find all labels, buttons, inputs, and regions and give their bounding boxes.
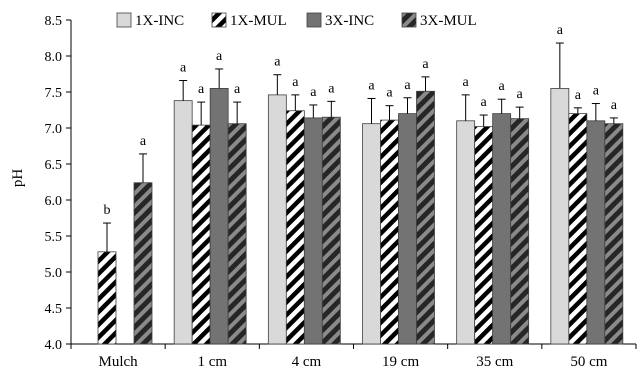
bar (209, 88, 229, 345)
x-tick-label: 50 cm (570, 354, 607, 370)
y-tick-label: 8.5 (45, 14, 63, 29)
bar (321, 116, 341, 345)
bar (267, 94, 287, 345)
bar (133, 182, 153, 345)
legend-swatch (401, 12, 417, 28)
y-tick-label: 7.5 (45, 86, 63, 101)
legend-swatch (211, 12, 227, 28)
significance-label: a (499, 79, 506, 94)
bar (456, 120, 476, 345)
y-tick-label: 6.0 (45, 194, 63, 209)
bar (191, 124, 211, 345)
bar (416, 90, 435, 345)
y-tick-label: 5.0 (45, 266, 63, 281)
legend-label: 3X-INC (325, 13, 374, 29)
legend-swatch (116, 12, 132, 28)
significance-label: a (422, 57, 429, 72)
x-tick-label: 1 cm (197, 354, 227, 370)
y-axis-label: pH (10, 169, 26, 188)
significance-label: a (593, 84, 600, 99)
significance-label: a (292, 75, 299, 90)
y-tick-label: 4.0 (45, 338, 63, 353)
legend-swatch (306, 12, 322, 28)
significance-label: a (216, 49, 223, 64)
significance-label: b (104, 203, 111, 218)
significance-label: a (611, 98, 618, 113)
bar (362, 123, 381, 345)
y-tick-label: 4.5 (45, 302, 63, 317)
y-tick-label: 7.0 (45, 122, 63, 137)
y-tick-label: 5.5 (45, 230, 63, 245)
bar (474, 126, 494, 345)
significance-label: a (575, 88, 582, 103)
y-tick-label: 6.5 (45, 158, 63, 173)
bar (510, 118, 530, 345)
x-tick-label: 4 cm (292, 354, 322, 370)
bar (550, 88, 570, 345)
significance-label: a (274, 55, 281, 70)
significance-label: a (404, 78, 411, 93)
bar (568, 113, 588, 345)
significance-label: a (463, 75, 470, 90)
bar (227, 123, 247, 345)
significance-label: a (234, 82, 241, 97)
x-tick-label: Mulch (98, 354, 138, 370)
bar (604, 123, 624, 345)
legend-label: 1X-INC (135, 13, 184, 29)
significance-label: a (481, 95, 488, 110)
significance-label: a (310, 85, 317, 100)
bar (398, 113, 417, 345)
significance-label: a (328, 81, 335, 96)
x-tick-label: 19 cm (382, 354, 419, 370)
bar (97, 251, 117, 345)
legend-label: 1X-MUL (230, 13, 287, 29)
bar (492, 113, 512, 345)
significance-label: a (386, 86, 393, 101)
legend: 1X-INC 1X-MUL 3X-INC 3X-MUL (116, 12, 477, 29)
significance-label: a (557, 23, 564, 38)
x-tick-label: 35 cm (476, 354, 513, 370)
plot-area: 4.0 4.5 5.0 5.5 6.0 6.5 7.0 7.5 8.0 8.5 Mulch 1 cm 4… (45, 14, 637, 370)
significance-label: a (140, 134, 147, 149)
legend-label: 3X-MUL (420, 13, 477, 29)
significance-label: a (368, 78, 375, 93)
bar (380, 119, 399, 345)
bar (303, 117, 323, 345)
significance-label: a (198, 82, 205, 97)
y-tick-label: 8.0 (45, 50, 63, 65)
bar (285, 110, 305, 345)
bar (586, 120, 606, 345)
significance-label: a (517, 87, 524, 102)
bar (173, 100, 193, 345)
significance-label: a (180, 60, 187, 75)
